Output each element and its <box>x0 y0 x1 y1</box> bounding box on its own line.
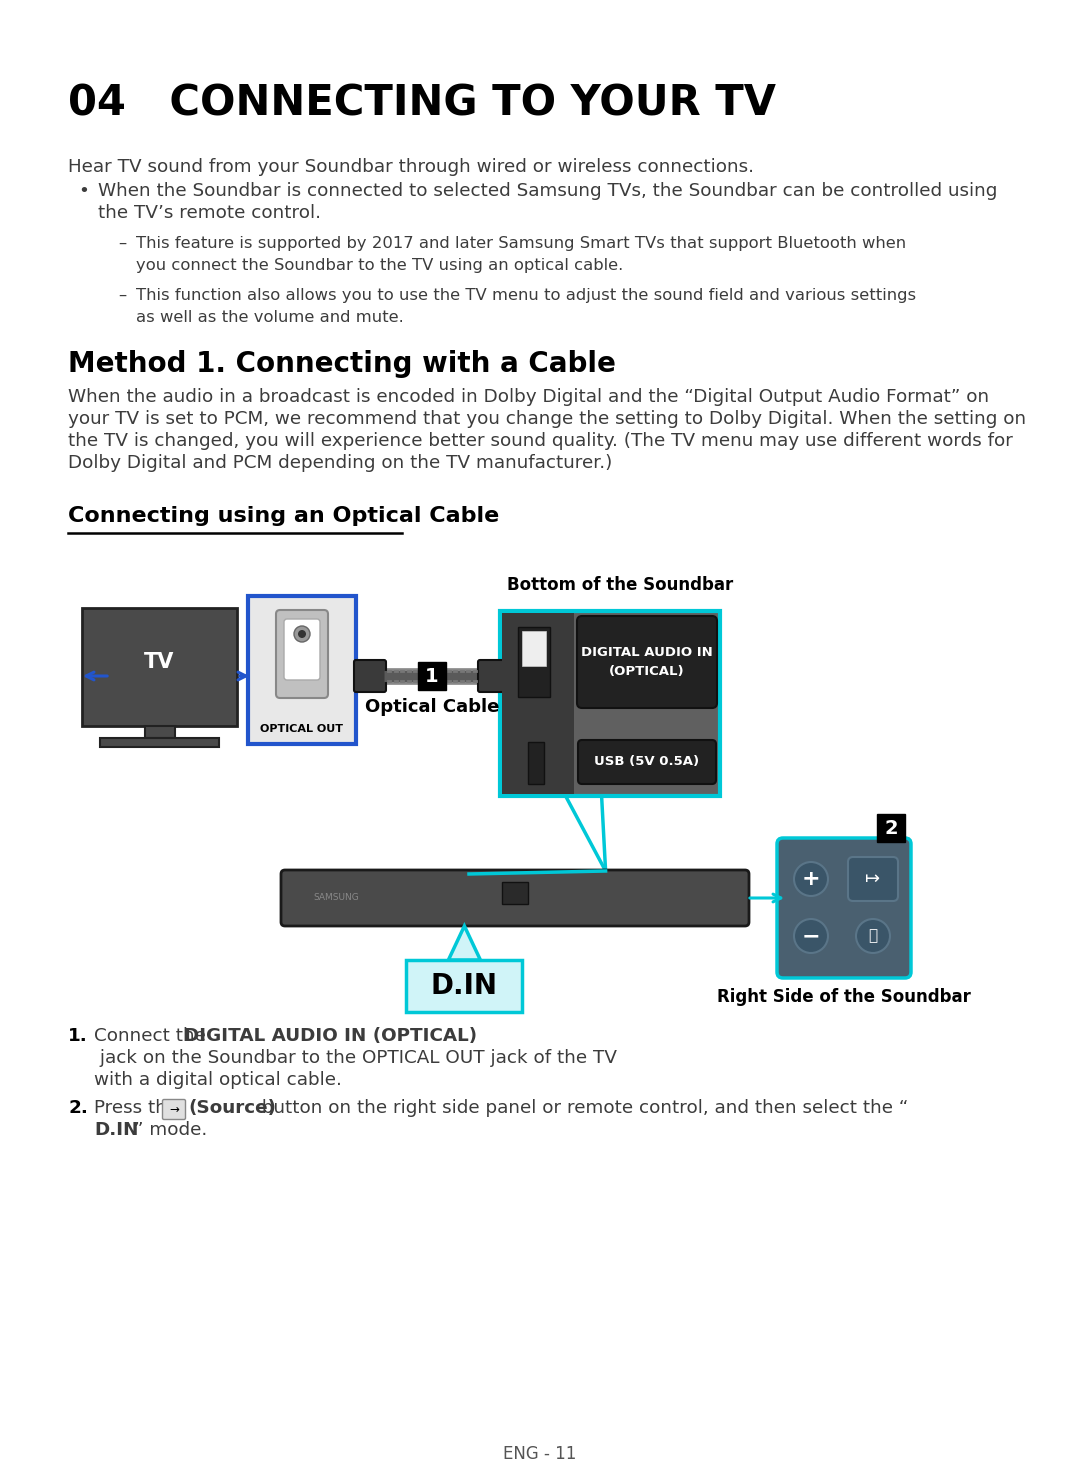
Text: 2.: 2. <box>68 1099 87 1117</box>
Text: the TV’s remote control.: the TV’s remote control. <box>98 204 321 222</box>
FancyBboxPatch shape <box>248 596 356 744</box>
FancyBboxPatch shape <box>518 627 550 697</box>
Text: 1.: 1. <box>68 1026 87 1046</box>
FancyBboxPatch shape <box>406 960 523 1012</box>
Text: Optical Cable: Optical Cable <box>365 698 499 716</box>
Text: –: – <box>118 288 126 303</box>
FancyBboxPatch shape <box>145 726 175 738</box>
FancyBboxPatch shape <box>500 611 720 796</box>
FancyBboxPatch shape <box>82 608 237 726</box>
Text: 2: 2 <box>885 818 897 837</box>
Text: the TV is changed, you will experience better sound quality. (The TV menu may us: the TV is changed, you will experience b… <box>68 432 1013 450</box>
Circle shape <box>294 626 310 642</box>
Text: (OPTICAL): (OPTICAL) <box>609 666 685 679</box>
Text: –: – <box>118 237 126 251</box>
FancyBboxPatch shape <box>276 609 328 698</box>
Text: 04   CONNECTING TO YOUR TV: 04 CONNECTING TO YOUR TV <box>68 81 777 124</box>
Text: Right Side of the Soundbar: Right Side of the Soundbar <box>717 988 971 1006</box>
Text: jack on the Soundbar to the OPTICAL OUT jack of the TV: jack on the Soundbar to the OPTICAL OUT … <box>94 1049 617 1066</box>
FancyBboxPatch shape <box>848 856 897 901</box>
FancyBboxPatch shape <box>502 881 528 904</box>
FancyBboxPatch shape <box>354 660 386 692</box>
FancyBboxPatch shape <box>281 870 750 926</box>
FancyBboxPatch shape <box>522 632 546 666</box>
Text: Method 1. Connecting with a Cable: Method 1. Connecting with a Cable <box>68 351 616 379</box>
Text: Hear TV sound from your Soundbar through wired or wireless connections.: Hear TV sound from your Soundbar through… <box>68 158 754 176</box>
Circle shape <box>794 862 828 896</box>
Text: Connecting using an Optical Cable: Connecting using an Optical Cable <box>68 506 499 527</box>
Text: →: → <box>170 1102 179 1115</box>
FancyBboxPatch shape <box>578 740 716 784</box>
Text: This function also allows you to use the TV menu to adjust the sound field and v: This function also allows you to use the… <box>136 288 916 303</box>
Text: your TV is set to PCM, we recommend that you change the setting to Dolby Digital: your TV is set to PCM, we recommend that… <box>68 410 1026 427</box>
Text: Bottom of the Soundbar: Bottom of the Soundbar <box>507 575 733 595</box>
Text: OPTICAL OUT: OPTICAL OUT <box>260 725 343 734</box>
Text: +: + <box>801 870 821 889</box>
Text: as well as the volume and mute.: as well as the volume and mute. <box>136 311 404 325</box>
FancyBboxPatch shape <box>418 663 446 691</box>
Circle shape <box>856 918 890 952</box>
Text: ” mode.: ” mode. <box>134 1121 207 1139</box>
Text: SAMSUNG: SAMSUNG <box>313 893 359 902</box>
Text: DIGITAL AUDIO IN: DIGITAL AUDIO IN <box>581 646 713 660</box>
Text: (Source): (Source) <box>188 1099 276 1117</box>
FancyBboxPatch shape <box>162 1099 186 1120</box>
FancyBboxPatch shape <box>100 738 219 747</box>
FancyBboxPatch shape <box>284 620 320 680</box>
FancyBboxPatch shape <box>478 660 510 692</box>
Text: 1: 1 <box>426 667 438 685</box>
FancyBboxPatch shape <box>528 742 544 784</box>
Text: button on the right side panel or remote control, and then select the “: button on the right side panel or remote… <box>256 1099 908 1117</box>
FancyBboxPatch shape <box>877 813 905 842</box>
Circle shape <box>298 630 306 637</box>
Polygon shape <box>448 926 481 960</box>
Text: TV: TV <box>145 652 175 671</box>
Text: Dolby Digital and PCM depending on the TV manufacturer.): Dolby Digital and PCM depending on the T… <box>68 454 612 472</box>
Text: Press the: Press the <box>94 1099 184 1117</box>
Circle shape <box>794 918 828 952</box>
Text: USB (5V 0.5A): USB (5V 0.5A) <box>594 756 700 769</box>
Text: D.IN: D.IN <box>431 972 498 1000</box>
FancyBboxPatch shape <box>577 615 717 708</box>
Text: •: • <box>78 182 89 200</box>
Text: −: − <box>801 926 821 947</box>
Text: DIGITAL AUDIO IN (OPTICAL): DIGITAL AUDIO IN (OPTICAL) <box>184 1026 477 1046</box>
Text: ⏻: ⏻ <box>868 929 878 944</box>
FancyBboxPatch shape <box>777 839 912 978</box>
Text: ENG - 11: ENG - 11 <box>503 1445 577 1463</box>
FancyBboxPatch shape <box>502 612 573 794</box>
Text: ↦: ↦ <box>865 870 880 887</box>
Text: When the audio in a broadcast is encoded in Dolby Digital and the “Digital Outpu: When the audio in a broadcast is encoded… <box>68 387 989 407</box>
Text: This feature is supported by 2017 and later Samsung Smart TVs that support Bluet: This feature is supported by 2017 and la… <box>136 237 906 251</box>
Text: with a digital optical cable.: with a digital optical cable. <box>94 1071 342 1089</box>
Text: you connect the Soundbar to the TV using an optical cable.: you connect the Soundbar to the TV using… <box>136 257 623 274</box>
Text: Connect the: Connect the <box>94 1026 212 1046</box>
Text: When the Soundbar is connected to selected Samsung TVs, the Soundbar can be cont: When the Soundbar is connected to select… <box>98 182 997 200</box>
Text: D.IN: D.IN <box>94 1121 138 1139</box>
